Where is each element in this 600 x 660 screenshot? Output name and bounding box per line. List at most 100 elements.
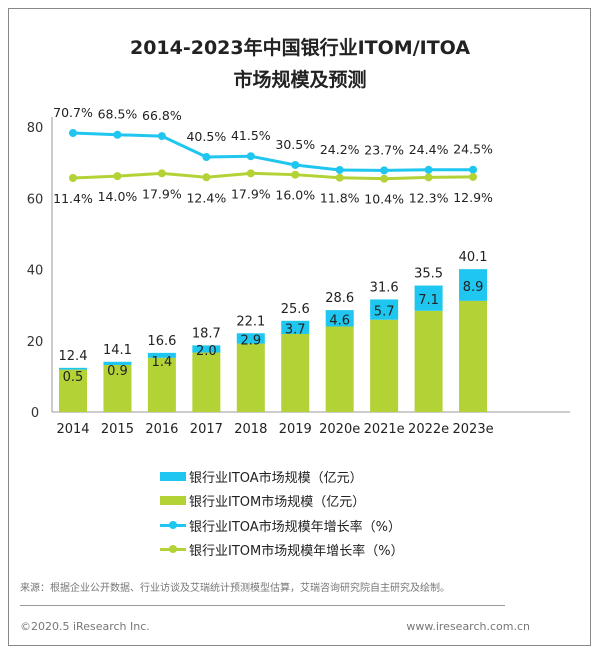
bar-itom (414, 310, 443, 412)
point-itom-growth (424, 173, 433, 182)
bar-itoa-label: 7.1 (418, 293, 439, 308)
legend-item-itoa-growth: 银行业ITOA市场规模年增长率（%） (160, 516, 401, 535)
y-tick-label: 20 (27, 335, 44, 350)
bar-itoa-label: 3.7 (285, 322, 306, 337)
point-itom-growth (380, 174, 389, 183)
bar-total-label: 16.6 (147, 334, 176, 349)
legend-label: 银行业ITOM市场规模年增长率（%） (189, 544, 404, 559)
point-label-itom-growth: 12.3% (409, 190, 449, 205)
point-label-itoa-growth: 40.5% (186, 129, 226, 144)
bar-itom (236, 343, 265, 412)
divider (20, 605, 505, 606)
bar-itoa-label: 2.0 (196, 344, 217, 359)
point-itoa-growth (202, 153, 211, 162)
legend-line-itom (160, 545, 186, 553)
point-label-itoa-growth: 24.4% (409, 142, 449, 157)
source-note: 来源：根据企业公开数据、行业访谈及艾瑞统计预测模型估算，艾瑞咨询研究院自主研究及… (20, 583, 450, 594)
line-itom-growth (72, 171, 474, 181)
bar-total-label: 25.6 (281, 302, 310, 317)
point-itom-growth (113, 172, 122, 181)
chart-title-line1: 2014-2023年中国银行业ITOM/ITOA (129, 37, 471, 59)
point-itom-growth (157, 169, 166, 178)
point-itom-growth (335, 173, 344, 182)
bar-itom (103, 364, 132, 412)
bar-total-label: 28.6 (325, 291, 354, 306)
y-tick-label: 80 (27, 121, 44, 136)
point-itoa-growth (291, 160, 300, 169)
legend-swatch-itoa (160, 472, 186, 481)
point-label-itoa-growth: 24.2% (320, 142, 360, 157)
point-label-itoa-growth: 30.5% (275, 137, 315, 152)
bar-itom (325, 326, 354, 412)
point-label-itom-growth: 16.0% (275, 188, 315, 203)
legend-label: 银行业ITOM市场规模（亿元） (189, 495, 366, 510)
point-itoa-growth (246, 152, 255, 161)
point-label-itom-growth: 14.0% (98, 189, 138, 204)
point-itoa-growth (469, 165, 478, 174)
point-itoa-growth (113, 130, 122, 139)
bar-itoa (281, 320, 310, 334)
bar-itoa-label: 8.9 (463, 280, 484, 295)
bar-total-label: 12.4 (59, 349, 88, 364)
x-tick-label: 2017 (190, 422, 223, 437)
bar-itoa-label: 1.4 (152, 355, 173, 370)
point-label-itom-growth: 11.8% (320, 191, 360, 206)
bar-total-label: 40.1 (459, 250, 488, 265)
legend-item-itom: 银行业ITOM市场规模（亿元） (160, 491, 365, 510)
point-itom-growth (246, 169, 255, 178)
legend-line-itoa (160, 521, 186, 529)
bar-total-label: 31.6 (370, 280, 399, 295)
x-tick-label: 2020e (319, 422, 360, 437)
point-label-itom-growth: 11.4% (53, 191, 93, 206)
x-tick-label: 2016 (145, 422, 178, 437)
bar-itom (459, 300, 488, 412)
bar-total-label: 14.1 (103, 343, 132, 358)
bar-itom (281, 333, 310, 412)
legend-item-itoa: 银行业ITOA市场规模（亿元） (160, 467, 363, 486)
bar-itoa-label: 0.9 (107, 364, 128, 379)
point-itoa-growth (424, 165, 433, 174)
point-label-itoa-growth: 41.5% (231, 128, 271, 143)
x-tick-label: 2018 (234, 422, 267, 437)
point-itom-growth (69, 174, 77, 182)
point-label-itoa-growth: 70.7% (53, 105, 93, 120)
y-tick-label: 60 (27, 192, 44, 207)
x-tick-label: 2021e (364, 422, 405, 437)
bar-itom (192, 352, 221, 412)
website-link[interactable]: www.iresearch.com.cn (406, 620, 530, 633)
point-itoa-growth (69, 129, 77, 137)
bar-itoa-label: 4.6 (329, 313, 350, 328)
point-label-itom-growth: 17.9% (231, 186, 271, 201)
x-tick-label: 2014 (56, 422, 89, 437)
point-itoa-growth (335, 165, 344, 174)
bar-itoa (103, 361, 132, 365)
point-itoa-growth (380, 166, 389, 175)
legend-item-itom-growth: 银行业ITOM市场规模年增长率（%） (160, 540, 404, 559)
x-tick-label: 2022e (408, 422, 449, 437)
bar-itoa (236, 333, 265, 344)
point-label-itom-growth: 12.4% (186, 190, 226, 205)
frame (8, 8, 591, 646)
bar-itoa-label: 5.7 (374, 305, 395, 320)
x-tick-label: 2015 (101, 422, 134, 437)
point-label-itom-growth: 10.4% (364, 192, 404, 207)
point-label-itoa-growth: 23.7% (364, 142, 404, 157)
copyright: ©2020.5 iResearch Inc. (20, 620, 150, 633)
bar-itoa (192, 345, 221, 353)
bar-itom (147, 357, 176, 412)
chart-plot: 0 20 40 60 80 0.5 12.4 2014 0.9 14.1 2015 1.4 16.6 20… (27, 105, 570, 437)
bar-itoa (147, 352, 176, 358)
point-label-itoa-growth: 66.8% (142, 108, 182, 123)
bar-itoa (59, 367, 87, 370)
bar-itom (370, 319, 399, 412)
legend-label: 银行业ITOA市场规模年增长率（%） (189, 520, 402, 535)
x-tick-label: 2023e (453, 422, 494, 437)
point-label-itom-growth: 17.9% (142, 186, 182, 201)
bar-total-label: 35.5 (414, 267, 443, 282)
bar-itoa (370, 299, 399, 320)
point-itom-growth (291, 170, 300, 179)
x-tick-label: 2019 (279, 422, 312, 437)
bar-itoa-label: 2.9 (240, 333, 261, 348)
bar-itom (59, 369, 87, 412)
